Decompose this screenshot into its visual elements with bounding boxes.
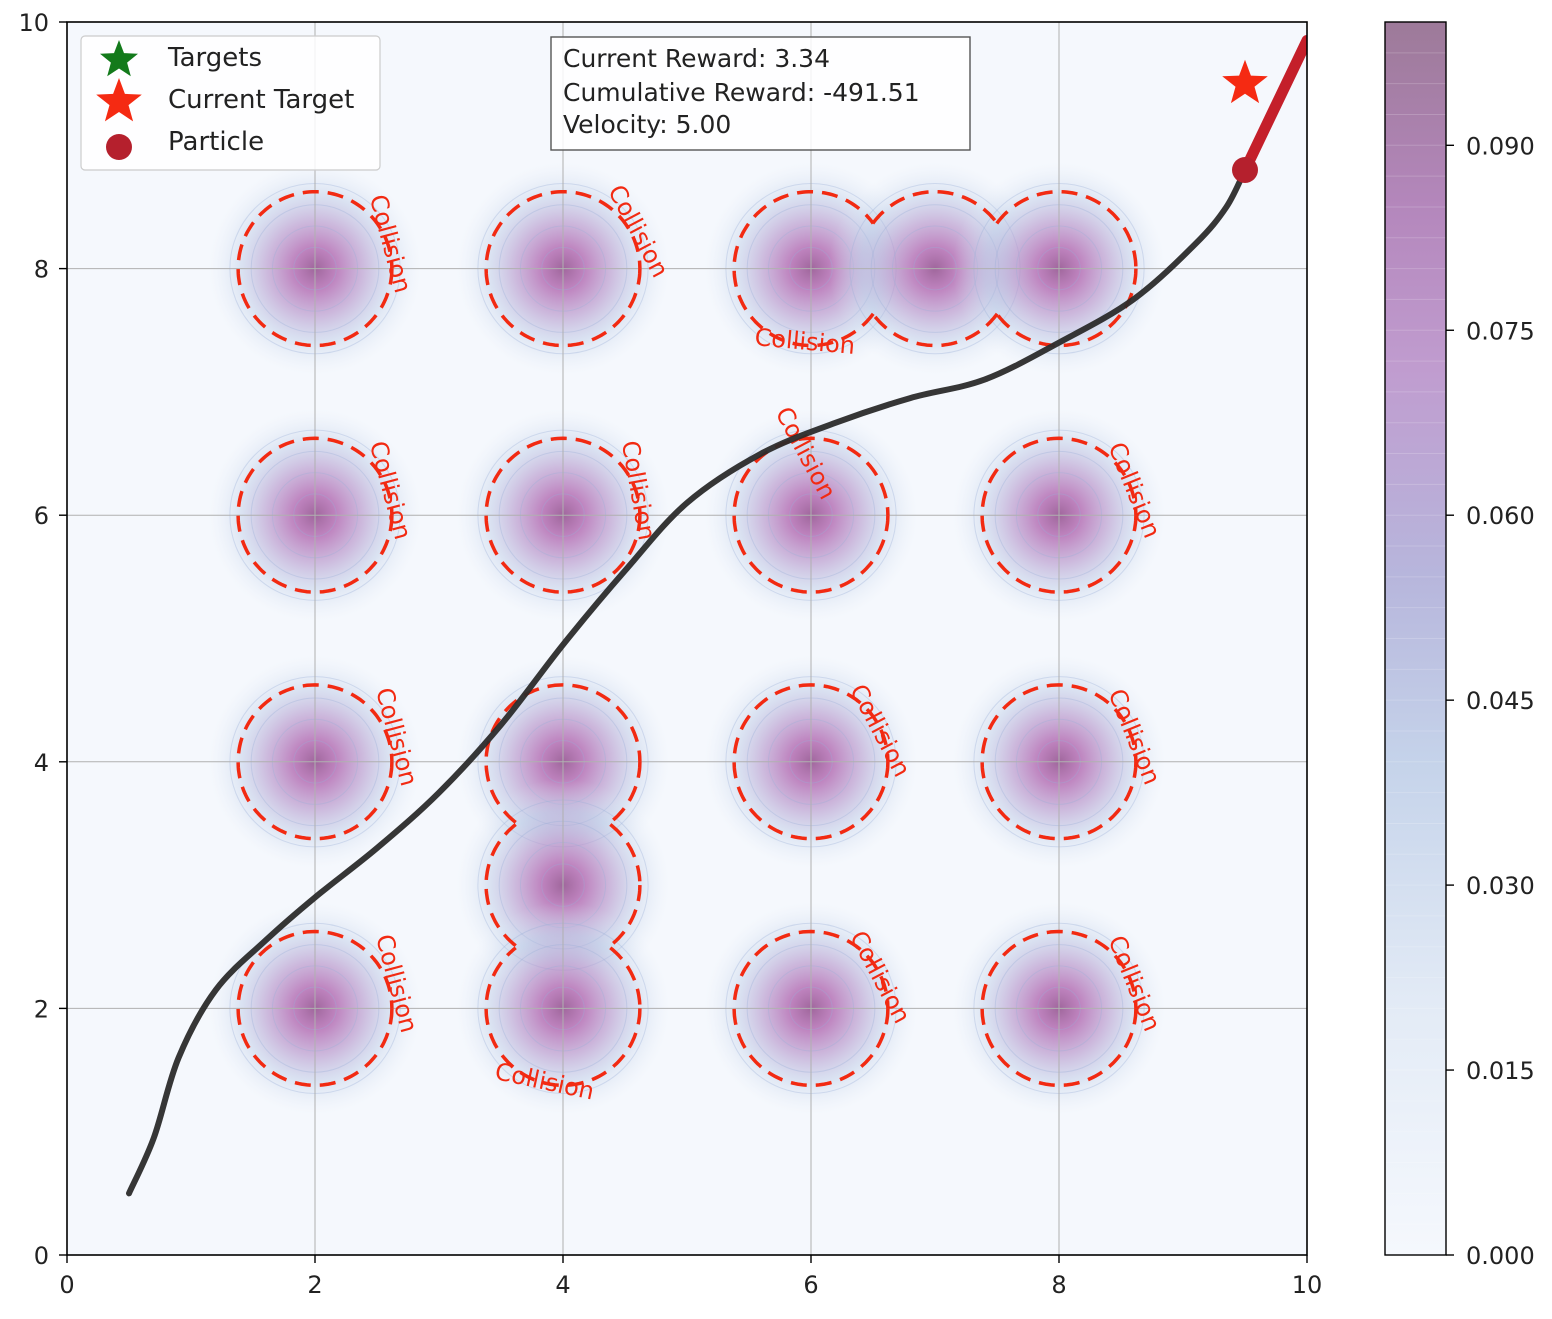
velocity-text: Velocity: 5.00 — [563, 110, 731, 139]
collision-boundary — [236, 683, 394, 841]
y-tick-label: 6 — [34, 502, 49, 530]
x-tick-label: 4 — [555, 1271, 570, 1299]
y-tick-label: 0 — [34, 1242, 49, 1270]
colorbar-tick-label: 0.030 — [1466, 872, 1535, 900]
x-tick-label: 8 — [1051, 1271, 1066, 1299]
x-tick-label: 10 — [1292, 1271, 1323, 1299]
colorbar-tick-label: 0.000 — [1466, 1242, 1535, 1270]
collision-boundary — [484, 946, 642, 1088]
collision-boundary — [980, 683, 1138, 841]
colorbar-gradient — [1385, 22, 1446, 1255]
legend-box — [80, 35, 381, 171]
legend-label-targets: Targets — [167, 43, 262, 73]
colorbar-tick-label: 0.075 — [1466, 317, 1535, 345]
collision-boundary — [980, 929, 1138, 1088]
legend-marker-current-target — [96, 78, 142, 122]
colorbar-tick-label: 0.060 — [1466, 502, 1535, 530]
collision-boundaries — [236, 189, 1138, 1088]
y-tick-label: 2 — [34, 995, 49, 1023]
x-axis: 0 2 4 6 8 10 — [59, 1255, 1322, 1299]
legend-marker-targets — [100, 40, 138, 77]
y-axis: 0 2 4 6 8 10 — [18, 9, 67, 1270]
legend-label-current-target: Current Target — [168, 85, 354, 115]
collision-boundary — [484, 823, 642, 948]
cumulative-reward-text: Cumulative Reward: -491.51 — [563, 78, 920, 107]
collision-boundary — [236, 189, 394, 348]
colorbar-frame — [1384, 21, 1447, 1256]
heading-segment — [1239, 34, 1307, 176]
colorbar-tick-label: 0.015 — [1466, 1057, 1535, 1085]
y-tick-label: 4 — [34, 749, 49, 777]
colorbar: 0.000 0.015 0.030 0.045 0.060 0.075 0.090 — [1384, 21, 1535, 1270]
current-target-marker — [1222, 59, 1268, 104]
x-tick-label: 6 — [803, 1271, 818, 1299]
legend: Targets Current Target Particle — [80, 35, 381, 171]
trajectory — [126, 34, 1307, 1197]
collision-boundary — [484, 189, 642, 348]
info-box: Current Reward: 3.34 Cumulative Reward: … — [550, 36, 971, 151]
y-tick-label: 10 — [18, 9, 49, 37]
collision-boundary — [732, 929, 890, 1088]
y-tick-label: 8 — [34, 256, 49, 284]
collision-boundary — [732, 189, 875, 348]
legend-marker-particle — [106, 134, 132, 160]
grid-lines — [67, 22, 1307, 1255]
trajectory-line — [126, 167, 1248, 1197]
particle-marker — [1232, 156, 1258, 183]
x-tick-label: 0 — [59, 1271, 74, 1299]
collision-boundary — [732, 436, 890, 594]
current-reward-text: Current Reward: 3.34 — [563, 44, 830, 73]
markers — [1222, 59, 1268, 183]
legend-label-particle: Particle — [168, 127, 264, 157]
info-box-frame — [550, 36, 971, 151]
collision-boundary — [484, 436, 642, 594]
colorbar-tick-label: 0.090 — [1466, 132, 1535, 160]
collision-boundary — [732, 683, 890, 841]
colorbar-tick-label: 0.045 — [1466, 687, 1535, 715]
plot-frame — [66, 21, 1308, 1256]
collision-boundary — [236, 436, 394, 594]
collision-boundary — [980, 436, 1138, 594]
x-tick-label: 2 — [307, 1271, 322, 1299]
collision-boundary — [236, 929, 394, 1088]
